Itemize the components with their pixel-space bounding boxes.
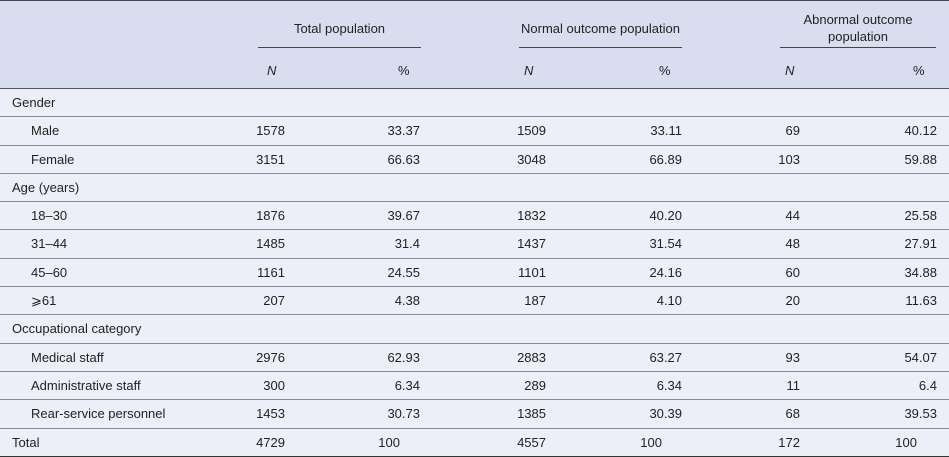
- row-label: Total: [12, 434, 40, 450]
- table-row: Medical staff 2976 62.93 2883 63.27 93 54.07: [0, 344, 949, 372]
- col-header-percent: %: [659, 63, 671, 78]
- cell-n: 1832: [517, 208, 546, 224]
- cell-percent: 30.73: [387, 406, 420, 422]
- cell-n: 1509: [517, 123, 546, 139]
- row-label: Female: [31, 151, 75, 167]
- table-row: Administrative staff 300 6.34 289 6.34 11 6.4: [0, 372, 949, 401]
- col-header-n: N: [524, 63, 534, 78]
- cell-n: 300: [263, 377, 285, 393]
- cell-percent: 100: [640, 434, 662, 450]
- row-label: ⩾61: [31, 293, 57, 309]
- cell-n: 2976: [256, 349, 285, 365]
- cell-n: 60: [785, 264, 800, 280]
- cell-percent: 27.91: [904, 236, 937, 252]
- section-row: Gender: [0, 89, 949, 118]
- cell-percent: 31.54: [649, 236, 682, 252]
- cell-n: 4729: [256, 434, 285, 450]
- cell-n: 207: [263, 293, 285, 309]
- cell-n: 68: [785, 406, 800, 422]
- cell-percent: 54.07: [904, 349, 937, 365]
- cell-percent: 33.11: [650, 123, 682, 139]
- cell-percent: 33.37: [387, 123, 420, 139]
- cell-n: 103: [778, 151, 800, 167]
- cell-percent: 11.63: [905, 293, 937, 309]
- cell-n: 1876: [256, 208, 285, 224]
- group-header-abnormal: Abnormal outcome population: [780, 9, 936, 48]
- cell-percent: 40.20: [649, 208, 682, 224]
- row-label: Medical staff: [31, 349, 104, 365]
- table-row: 18–30 1876 39.67 1832 40.20 44 25.58: [0, 202, 949, 231]
- cell-percent: 24.16: [649, 264, 682, 280]
- table-row: Female 3151 66.63 3048 66.89 103 59.88: [0, 146, 949, 174]
- cell-n: 187: [524, 293, 546, 309]
- cell-percent: 39.67: [387, 208, 420, 224]
- section-row: Occupational category: [0, 315, 949, 344]
- cell-n: 69: [785, 123, 800, 139]
- table-row: 31–44 1485 31.4 1437 31.54 48 27.91: [0, 230, 949, 259]
- cell-percent: 6.34: [394, 377, 420, 393]
- cell-n: 289: [524, 377, 546, 393]
- table-row: ⩾61 207 4.38 187 4.10 20 11.63: [0, 287, 949, 316]
- row-label: Occupational category: [12, 321, 142, 337]
- row-label: Male: [31, 123, 60, 139]
- row-label: 18–30: [31, 208, 68, 224]
- table-row: 45–60 1161 24.55 1101 24.16 60 34.88: [0, 259, 949, 288]
- row-label: Age (years): [12, 179, 80, 195]
- cell-percent: 4.10: [656, 293, 682, 309]
- cell-percent: 31.4: [394, 236, 420, 252]
- row-label: Rear-service personnel: [31, 406, 166, 422]
- table-row: Rear-service personnel 1453 30.73 1385 30.39…: [0, 400, 949, 429]
- cell-percent: 6.34: [656, 377, 682, 393]
- table-header: Total population Normal outcome populati…: [0, 1, 949, 89]
- section-row: Age (years): [0, 174, 949, 203]
- table-row: Male 1578 33.37 1509 33.11 69 40.12: [0, 117, 949, 146]
- cell-n: 1101: [518, 264, 546, 280]
- cell-n: 44: [785, 208, 800, 224]
- col-header-n: N: [267, 63, 277, 78]
- cell-n: 4557: [517, 434, 546, 450]
- cell-n: 1453: [256, 406, 285, 422]
- cell-n: 93: [785, 349, 800, 365]
- cell-n: 1437: [517, 236, 546, 252]
- cell-percent: 62.93: [387, 349, 420, 365]
- cell-percent: 66.63: [387, 151, 420, 167]
- cell-percent: 100: [378, 434, 400, 450]
- cell-n: 1485: [256, 236, 285, 252]
- cell-n: 1578: [256, 123, 285, 139]
- cell-n: 1385: [517, 406, 546, 422]
- cell-percent: 66.89: [649, 151, 682, 167]
- row-label: 45–60: [31, 264, 68, 280]
- cell-n: 1161: [257, 264, 285, 280]
- cell-percent: 100: [895, 434, 917, 450]
- cell-n: 172: [778, 434, 800, 450]
- col-header-n: N: [785, 63, 795, 78]
- cell-percent: 24.55: [387, 264, 420, 280]
- row-label: 31–44: [31, 236, 68, 252]
- group-header-total: Total population: [258, 9, 421, 48]
- cell-percent: 40.12: [904, 123, 937, 139]
- row-label: Gender: [12, 95, 56, 110]
- cell-percent: 34.88: [904, 264, 937, 280]
- row-label: Administrative staff: [31, 377, 141, 393]
- col-header-percent: %: [398, 63, 410, 78]
- cell-percent: 63.27: [649, 349, 682, 365]
- cell-n: 48: [785, 236, 800, 252]
- table-row: Total 4729 100 4557 100 172 100: [0, 429, 949, 457]
- cell-percent: 6.4: [918, 377, 937, 393]
- col-header-percent: %: [913, 63, 925, 78]
- cell-percent: 59.88: [904, 151, 937, 167]
- cell-n: 2883: [517, 349, 546, 365]
- cell-n: 20: [785, 293, 800, 309]
- cell-n: 3151: [256, 151, 285, 167]
- cell-percent: 39.53: [904, 406, 937, 422]
- cell-n: 3048: [517, 151, 546, 167]
- table-body: Gender Male 1578 33.37 1509 33.11 69 40.12 Femal…: [0, 89, 949, 457]
- cell-percent: 30.39: [649, 406, 682, 422]
- group-header-normal: Normal outcome population: [519, 9, 682, 48]
- cell-n: 11: [786, 377, 801, 393]
- cell-percent: 25.58: [904, 208, 937, 224]
- cell-percent: 4.38: [394, 293, 420, 309]
